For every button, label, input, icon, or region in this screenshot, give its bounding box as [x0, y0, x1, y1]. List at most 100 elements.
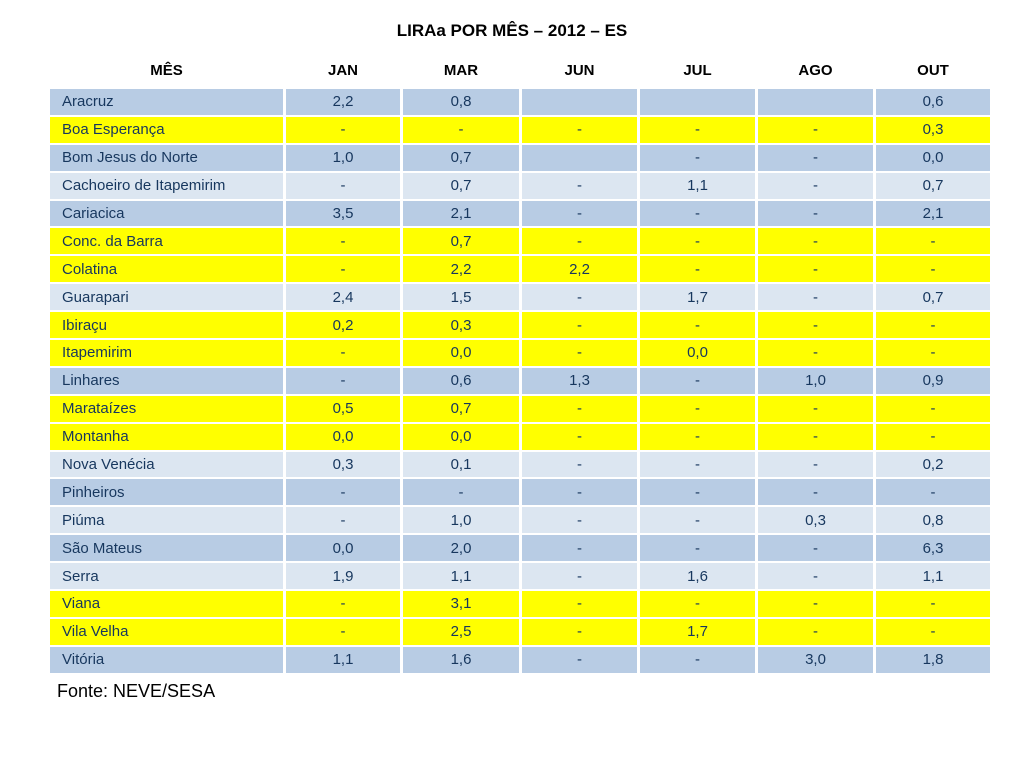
- value-cell: -: [758, 451, 873, 478]
- value-cell: 0,2: [876, 451, 990, 478]
- value-cell: 0,8: [876, 507, 990, 534]
- value-cell: 1,9: [286, 563, 400, 590]
- value-cell: 0,8: [403, 89, 519, 115]
- value-cell: 2,2: [403, 256, 519, 283]
- value-cell: -: [876, 312, 990, 339]
- value-cell: -: [758, 563, 873, 590]
- value-cell: -: [758, 618, 873, 645]
- value-cell: 0,0: [286, 423, 400, 450]
- value-cell: -: [876, 256, 990, 283]
- value-cell: -: [640, 367, 755, 394]
- value-cell: [758, 89, 873, 115]
- municipality-cell: Guarapari: [50, 284, 283, 311]
- value-cell: -: [286, 256, 400, 283]
- value-cell: 2,5: [403, 618, 519, 645]
- value-cell: -: [640, 395, 755, 422]
- table-body: Aracruz 2,2 0,8 0,6 Boa Esperança - - - - -0,3 Bom…: [50, 89, 990, 673]
- value-cell: 0,1: [403, 451, 519, 478]
- municipality-cell: Marataízes: [50, 395, 283, 422]
- value-cell: -: [758, 200, 873, 227]
- value-cell: -: [522, 312, 637, 339]
- value-cell: 1,1: [876, 563, 990, 590]
- table-row: Cachoeiro de Itapemirim -0,7-1,1-0,7: [50, 172, 990, 199]
- value-cell: 0,0: [403, 340, 519, 366]
- value-cell: 2,2: [286, 89, 400, 115]
- municipality-cell: Itapemirim: [50, 340, 283, 366]
- value-cell: 0,7: [403, 144, 519, 171]
- value-cell: -: [640, 646, 755, 673]
- value-cell: -: [286, 479, 400, 506]
- table-row: Boa Esperança - - - - -0,3: [50, 116, 990, 143]
- value-cell: -: [640, 423, 755, 450]
- municipality-cell: Colatina: [50, 256, 283, 283]
- value-cell: 0,3: [403, 312, 519, 339]
- value-cell: 0,3: [758, 507, 873, 534]
- municipality-cell: Cachoeiro de Itapemirim: [50, 172, 283, 199]
- value-cell: -: [876, 618, 990, 645]
- table-row: Aracruz 2,2 0,8 0,6: [50, 89, 990, 115]
- value-cell: 1,1: [403, 563, 519, 590]
- municipality-cell: Vitória: [50, 646, 283, 673]
- liraa-table: MÊS JAN MAR JUN JUL AGO OUT Aracruz 2,2 0,8 0,6 Bo…: [47, 55, 993, 675]
- value-cell: 0,3: [876, 116, 990, 143]
- value-cell: -: [522, 646, 637, 673]
- column-header-jan: JAN: [286, 57, 400, 87]
- value-cell: 1,7: [640, 284, 755, 311]
- value-cell: -: [522, 451, 637, 478]
- value-cell: 1,3: [522, 367, 637, 394]
- value-cell: 1,6: [640, 563, 755, 590]
- value-cell: 1,5: [403, 284, 519, 311]
- municipality-cell: Conc. da Barra: [50, 228, 283, 255]
- value-cell: -: [640, 144, 755, 171]
- page-title: LIRAa POR MÊS – 2012 – ES: [396, 21, 628, 40]
- table-row: Vila Velha -2,5-1,7- -: [50, 618, 990, 645]
- value-cell: 1,0: [286, 144, 400, 171]
- column-header-mar: MAR: [403, 57, 519, 87]
- value-cell: 0,7: [876, 172, 990, 199]
- value-cell: -: [640, 312, 755, 339]
- value-cell: 2,4: [286, 284, 400, 311]
- table-row: Vitória 1,1 1,6- -3,0 1,8: [50, 646, 990, 673]
- value-cell: 0,7: [876, 284, 990, 311]
- value-cell: 0,0: [640, 340, 755, 366]
- value-cell: -: [286, 618, 400, 645]
- municipality-cell: Serra: [50, 563, 283, 590]
- value-cell: 1,7: [640, 618, 755, 645]
- table-header-row: MÊS JAN MAR JUN JUL AGO OUT: [50, 57, 990, 87]
- value-cell: 0,6: [403, 367, 519, 394]
- value-cell: -: [286, 367, 400, 394]
- value-cell: 3,0: [758, 646, 873, 673]
- value-cell: -: [876, 395, 990, 422]
- value-cell: 1,0: [758, 367, 873, 394]
- value-cell: 1,8: [876, 646, 990, 673]
- value-cell: -: [522, 618, 637, 645]
- value-cell: 0,7: [403, 395, 519, 422]
- value-cell: -: [522, 479, 637, 506]
- value-cell: -: [876, 479, 990, 506]
- value-cell: 0,5: [286, 395, 400, 422]
- value-cell: -: [758, 395, 873, 422]
- table-row: Guarapari 2,4 1,5-1,7-0,7: [50, 284, 990, 311]
- value-cell: 0,0: [286, 535, 400, 562]
- value-cell: -: [286, 591, 400, 617]
- table-row: Marataízes 0,5 0,7- - - -: [50, 395, 990, 422]
- table-row: Serra 1,9 1,1-1,6-1,1: [50, 563, 990, 590]
- value-cell: 0,0: [403, 423, 519, 450]
- value-cell: -: [758, 591, 873, 617]
- value-cell: -: [286, 172, 400, 199]
- value-cell: -: [640, 591, 755, 617]
- value-cell: -: [522, 200, 637, 227]
- value-cell: -: [286, 507, 400, 534]
- value-cell: 0,9: [876, 367, 990, 394]
- value-cell: -: [522, 116, 637, 143]
- municipality-cell: Aracruz: [50, 89, 283, 115]
- value-cell: 1,1: [640, 172, 755, 199]
- value-cell: -: [758, 228, 873, 255]
- source-note: Fonte: NEVE/SESA: [57, 680, 216, 701]
- value-cell: -: [758, 256, 873, 283]
- table-row: Pinheiros - - - - - -: [50, 479, 990, 506]
- value-cell: 0,0: [876, 144, 990, 171]
- value-cell: 2,1: [403, 200, 519, 227]
- value-cell: -: [876, 340, 990, 366]
- value-cell: -: [522, 591, 637, 617]
